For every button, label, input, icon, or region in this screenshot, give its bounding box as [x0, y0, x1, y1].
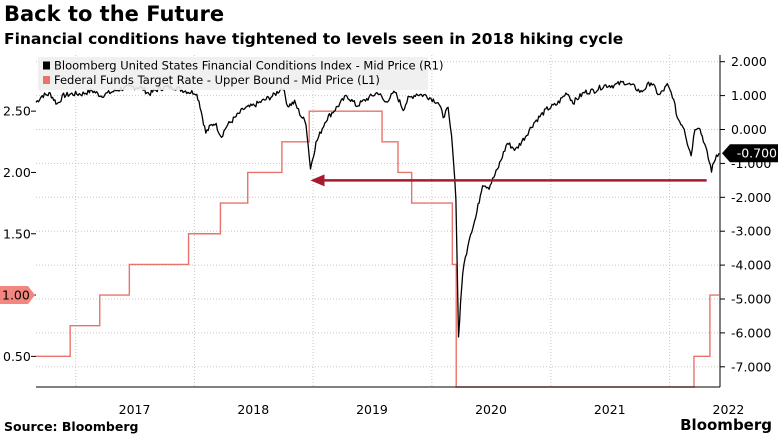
right-tick-label: -5.000 — [731, 292, 771, 307]
right-tick-label: 1.000 — [731, 88, 767, 103]
x-tick-label-2017: 2017 — [119, 402, 151, 417]
x-tick-label-2018: 2018 — [237, 402, 269, 417]
chart-title: Back to the Future — [4, 2, 225, 26]
right-tick-label: -2.000 — [731, 190, 771, 205]
left-tick-label: 2.00 — [3, 165, 31, 180]
chart-subtitle: Financial conditions have tightened to l… — [4, 30, 624, 48]
left-tick-label: 1.50 — [3, 226, 31, 241]
left-tick-label: 2.50 — [3, 104, 31, 119]
x-tick-label-2022: 2022 — [713, 402, 745, 417]
source-note: Source: Bloomberg — [4, 419, 139, 434]
right-tick-label: -4.000 — [731, 258, 771, 273]
legend-label-0: Bloomberg United States Financial Condit… — [54, 59, 443, 73]
right-tick-label: -3.000 — [731, 224, 771, 239]
x-tick-label-2019: 2019 — [356, 402, 388, 417]
fci-line — [35, 80, 720, 338]
fed-last-value-badge — [0, 286, 35, 305]
right-tick-label: 2.000 — [731, 54, 767, 69]
fed-funds-series — [36, 110, 720, 388]
right-tick-label: -7.000 — [731, 359, 771, 374]
fci-last-value-badge — [722, 144, 778, 163]
grid-lines — [36, 55, 720, 387]
right-tick-label: -6.000 — [731, 325, 771, 340]
fed-last-value-label: 1.00 — [2, 288, 30, 303]
legend-box — [38, 57, 428, 90]
legend-swatch-0 — [43, 61, 50, 70]
arrow-head — [310, 174, 325, 187]
legend-label-1: Federal Funds Target Rate - Upper Bound … — [54, 73, 380, 87]
right-tick-label: 0.000 — [731, 122, 767, 137]
legend: Bloomberg United States Financial Condit… — [38, 57, 443, 90]
axes: -7.000-6.000-5.000-4.000-3.000-2.000-1.0… — [0, 54, 778, 417]
fci-series — [35, 80, 720, 338]
brand-logo-text: Bloomberg — [680, 416, 772, 434]
left-tick-label: 0.50 — [3, 349, 31, 364]
legend-swatch-1 — [43, 76, 50, 84]
annotation-arrow — [310, 174, 707, 187]
fed-funds-line — [36, 110, 720, 388]
x-tick-label-2021: 2021 — [594, 402, 626, 417]
x-tick-label-2020: 2020 — [475, 402, 507, 417]
fci-last-value-label: -0.700 — [737, 146, 777, 161]
